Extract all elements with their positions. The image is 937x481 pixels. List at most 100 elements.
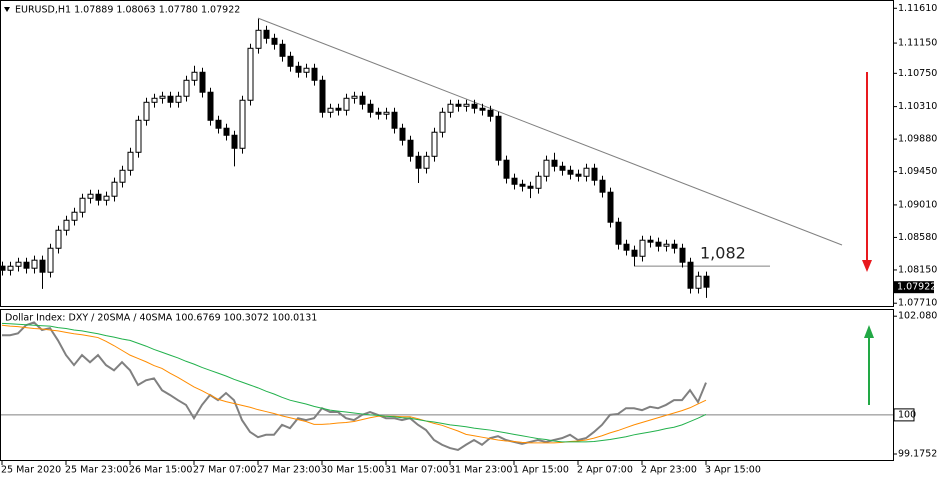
candle-body	[31, 259, 38, 269]
x-tick-label: 31 Mar 23:00	[449, 465, 512, 476]
series-line	[1, 322, 707, 443]
x-tick-label: 2 Apr 23:00	[641, 465, 697, 476]
y-tick-label: 1.09010	[898, 199, 937, 210]
candle-body	[135, 119, 142, 153]
x-tick-label: 26 Mar 15:00	[129, 465, 192, 476]
x-tick-label: 27 Mar 23:00	[257, 465, 320, 476]
candle-body	[1, 265, 6, 271]
candle-body	[583, 167, 590, 177]
y-tick-label: 1.08150	[898, 264, 937, 275]
indicator-panel	[0, 309, 894, 461]
candle-body	[7, 265, 14, 271]
last-price-box	[894, 281, 934, 294]
candle-body	[655, 241, 662, 247]
candle-body	[103, 195, 110, 201]
chart-title: EURUSD,H1 1.07889 1.08063 1.07780 1.0792…	[15, 5, 240, 16]
candle-body	[311, 67, 318, 81]
candle-body	[455, 103, 462, 107]
candle-body	[607, 191, 614, 223]
candle-body	[247, 47, 254, 101]
candle-body	[575, 173, 582, 177]
candle-body	[503, 159, 510, 179]
y-tick-label: 1.11610	[898, 3, 937, 14]
x-tick-label: 3 Apr 15:00	[705, 465, 761, 476]
candle-body	[343, 97, 350, 111]
candle-body	[687, 261, 694, 289]
level-label: 1,082	[700, 244, 746, 263]
candle-body	[279, 43, 286, 57]
candle-body	[87, 193, 94, 199]
candle-body	[231, 134, 238, 149]
candle-body	[479, 107, 486, 111]
candle-body	[159, 95, 166, 99]
candle-body	[647, 239, 654, 243]
candle-body	[239, 99, 246, 149]
candle-body	[119, 169, 126, 183]
candle-body	[175, 95, 182, 103]
candle-body	[223, 127, 230, 136]
candle-body	[671, 243, 678, 249]
candle-body	[303, 67, 310, 73]
x-tick-label: 2 Apr 07:00	[577, 465, 633, 476]
candle-body	[567, 169, 574, 175]
candle-body	[39, 259, 46, 273]
candle-body	[399, 127, 406, 141]
candle-body	[423, 155, 430, 169]
candle-body	[447, 103, 454, 113]
candle-body	[551, 159, 558, 167]
candle-body	[535, 175, 542, 189]
series-line	[1, 324, 707, 444]
candle-body	[55, 229, 62, 249]
candle-body	[127, 151, 134, 171]
candle-body	[519, 183, 526, 187]
y-tick-label: 1.09880	[898, 134, 937, 145]
candle-body	[151, 97, 158, 103]
candle-body	[255, 29, 262, 49]
y-tick-label: 1.09450	[898, 166, 937, 177]
candle-body	[559, 165, 566, 171]
candle-body	[495, 115, 502, 161]
down-arrow-head	[862, 260, 872, 272]
y-tick-label: 102.0805	[898, 311, 937, 322]
x-tick-label: 1 Apr 15:00	[513, 465, 569, 476]
candle-body	[63, 219, 70, 231]
candle-body	[351, 95, 358, 99]
x-tick-label: 25 Mar 2020	[1, 465, 61, 476]
candle-body	[143, 101, 150, 121]
menu-triangle	[4, 7, 10, 12]
y-tick-label: 1.10310	[898, 101, 937, 112]
candle-body	[47, 247, 54, 273]
candle-body	[471, 103, 478, 109]
candle-body	[23, 261, 30, 269]
candle-body	[215, 119, 222, 129]
candle-body	[367, 103, 374, 113]
indicator-title: Dollar Index: DXY / 20SMA / 40SMA 100.67…	[5, 313, 317, 324]
candle-body	[207, 91, 214, 121]
trend-line	[257, 17, 843, 246]
candle-body	[271, 37, 278, 45]
candle-body	[319, 79, 326, 113]
x-tick-label: 25 Mar 23:00	[65, 465, 128, 476]
candle-body	[15, 261, 22, 267]
x-tick-label: 31 Mar 07:00	[385, 465, 448, 476]
candle-body	[463, 103, 470, 107]
candle-body	[335, 107, 342, 111]
candle-body	[415, 155, 422, 169]
candle-body	[183, 79, 190, 97]
last-price-label: 1.07922	[897, 282, 936, 293]
candle-body	[391, 111, 398, 129]
x-tick-label: 27 Mar 07:00	[193, 465, 256, 476]
candle-body	[263, 29, 270, 39]
candle-body	[527, 185, 534, 189]
candle-body	[295, 65, 302, 73]
candle-body	[79, 197, 86, 213]
y-tick-label: 99.1752	[898, 449, 937, 460]
y-tick-label: 1.11150	[898, 38, 937, 49]
up-arrow-head	[864, 325, 874, 338]
candle-body	[431, 131, 438, 157]
candle-body	[407, 139, 414, 157]
y-tick-label: 1.10750	[898, 68, 937, 79]
candle-body	[487, 109, 494, 117]
candle-body	[511, 177, 518, 185]
